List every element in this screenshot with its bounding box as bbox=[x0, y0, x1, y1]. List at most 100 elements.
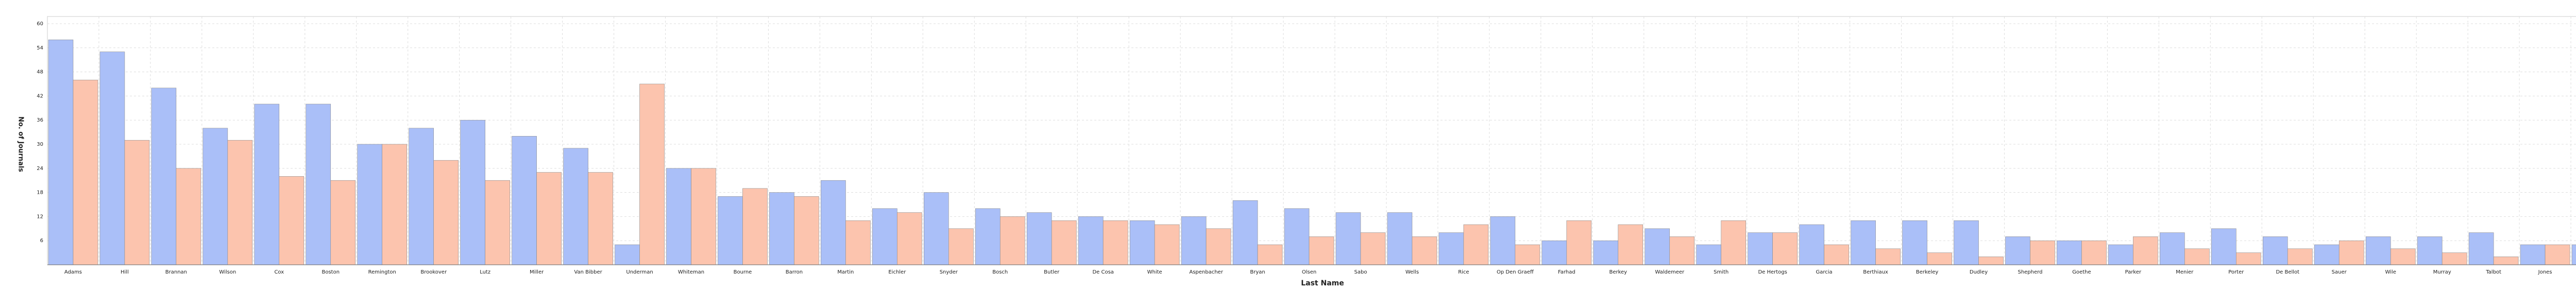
x-tick-label: Underman bbox=[626, 269, 653, 275]
bar bbox=[279, 176, 304, 265]
bar bbox=[845, 220, 871, 265]
x-tick-label: Snyder bbox=[940, 269, 958, 275]
bar bbox=[872, 208, 897, 265]
bar bbox=[1978, 257, 2004, 265]
bar bbox=[2571, 244, 2576, 265]
x-tick-label: Bourne bbox=[734, 269, 752, 275]
bar bbox=[2417, 236, 2443, 265]
x-tick-label: Hill bbox=[121, 269, 129, 275]
x-tick-label: Adams bbox=[64, 269, 82, 275]
bar bbox=[2030, 240, 2055, 265]
bar bbox=[460, 120, 485, 265]
bar bbox=[2365, 236, 2391, 265]
x-axis-label: Last Name bbox=[1301, 279, 1344, 287]
bar bbox=[1799, 224, 1824, 265]
bar bbox=[1541, 240, 1567, 265]
x-tick-label: Porter bbox=[2228, 269, 2244, 275]
x-tick-label: Olsen bbox=[1302, 269, 1316, 275]
y-tick-label: 24 bbox=[37, 166, 43, 172]
bar bbox=[1618, 224, 1643, 265]
y-axis-label: No. of Journals bbox=[17, 116, 25, 172]
y-tick-label: 12 bbox=[37, 214, 43, 219]
bar bbox=[1026, 212, 1052, 265]
bar bbox=[124, 140, 150, 265]
x-tick-label: Van Bibber bbox=[574, 269, 602, 275]
x-tick-label: De Bellot bbox=[2276, 269, 2299, 275]
bar bbox=[1902, 220, 1927, 265]
y-tick-label: 30 bbox=[37, 142, 43, 147]
bar bbox=[1360, 232, 1386, 265]
bar bbox=[948, 228, 974, 265]
bar bbox=[666, 168, 691, 265]
bar bbox=[1129, 220, 1155, 265]
bar bbox=[2545, 244, 2570, 265]
x-tick-label: Cox bbox=[274, 269, 284, 275]
bar bbox=[615, 244, 640, 265]
bar bbox=[1412, 236, 1437, 265]
bar bbox=[588, 172, 613, 265]
y-tick-label: 42 bbox=[37, 93, 43, 99]
bar bbox=[1463, 224, 1489, 265]
bar bbox=[1772, 232, 1798, 265]
bar bbox=[1721, 220, 1746, 265]
bar bbox=[2493, 257, 2519, 265]
x-tick-label: Brannan bbox=[165, 269, 187, 275]
bar bbox=[1438, 232, 1464, 265]
x-tick-label: Berkey bbox=[1609, 269, 1627, 275]
x-tick-label: Whiteman bbox=[678, 269, 704, 275]
x-tick-label: De Cosa bbox=[1092, 269, 1113, 275]
bar bbox=[2211, 228, 2236, 265]
bar bbox=[2184, 248, 2210, 265]
bar bbox=[1078, 216, 1104, 265]
x-tick-label: White bbox=[1147, 269, 1162, 275]
bar bbox=[1051, 220, 1077, 265]
bar bbox=[1181, 216, 1207, 265]
bar bbox=[1284, 208, 1310, 265]
x-tick-label: Bryan bbox=[1250, 269, 1265, 275]
x-tick-label: Sabo bbox=[1354, 269, 1367, 275]
x-tick-label: Dudley bbox=[1970, 269, 1988, 275]
bar bbox=[1257, 244, 1283, 265]
x-tick-label: Wilson bbox=[219, 269, 236, 275]
x-tick-label: Shepherd bbox=[2018, 269, 2042, 275]
x-tick-label: Aspenbacher bbox=[1189, 269, 1223, 275]
x-tick-label: Brookover bbox=[420, 269, 447, 275]
bar bbox=[99, 52, 125, 265]
bar bbox=[718, 196, 743, 265]
bar bbox=[512, 136, 537, 265]
bar bbox=[2287, 248, 2313, 265]
x-tick-label: Martin bbox=[837, 269, 854, 275]
x-tick-label: Menier bbox=[2176, 269, 2194, 275]
bar bbox=[2314, 244, 2340, 265]
bar bbox=[151, 88, 177, 265]
x-tick-label: Remington bbox=[368, 269, 396, 275]
x-tick-label: Barron bbox=[786, 269, 803, 275]
bar bbox=[2057, 240, 2082, 265]
x-tick-label: Sauer bbox=[2332, 269, 2347, 275]
bar bbox=[433, 160, 459, 265]
x-tick-label: Bosch bbox=[992, 269, 1008, 275]
bar bbox=[2081, 240, 2107, 265]
x-tick-label: Wells bbox=[1405, 269, 1419, 275]
bar bbox=[1875, 248, 1901, 265]
x-tick-label: Jones bbox=[2538, 269, 2552, 275]
bar bbox=[2468, 232, 2494, 265]
bar bbox=[2520, 244, 2546, 265]
bar bbox=[742, 188, 768, 265]
bar bbox=[1954, 220, 1979, 265]
x-tick-label: Berthiaux bbox=[1863, 269, 1888, 275]
x-tick-label: Wile bbox=[2385, 269, 2396, 275]
x-tick-label: Boston bbox=[321, 269, 340, 275]
bar bbox=[48, 39, 74, 265]
bar bbox=[1103, 220, 1128, 265]
bar bbox=[1748, 232, 1773, 265]
bar bbox=[227, 140, 253, 265]
bar bbox=[306, 104, 331, 265]
x-tick-label: Parker bbox=[2125, 269, 2142, 275]
bar bbox=[1232, 200, 1258, 265]
bar bbox=[1593, 240, 1619, 265]
bar bbox=[1387, 212, 1413, 265]
bar bbox=[1645, 228, 1670, 265]
x-tick-label: Butler bbox=[1044, 269, 1060, 275]
